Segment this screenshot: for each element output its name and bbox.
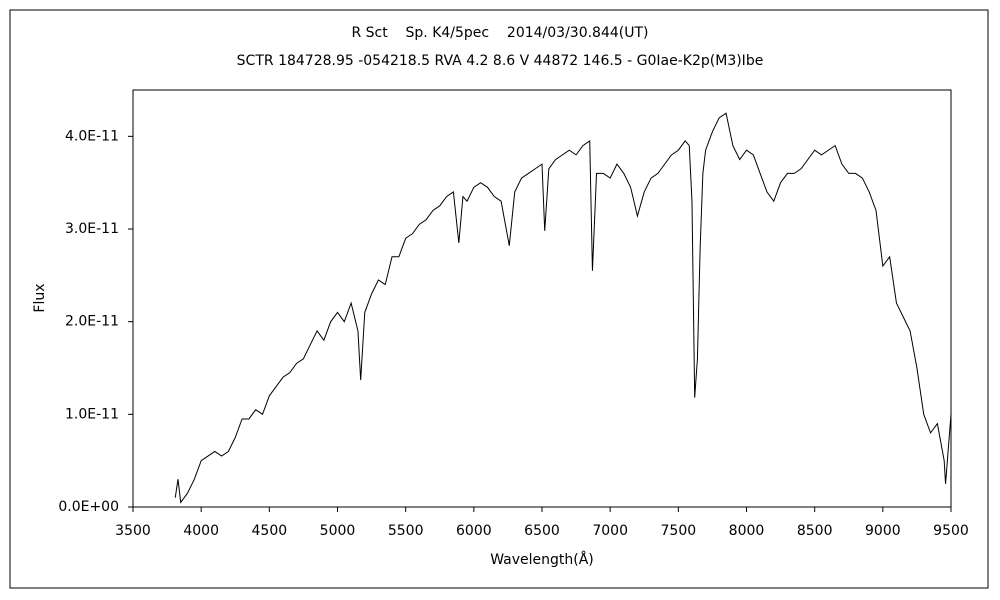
- x-tick-label: 5000: [320, 523, 356, 539]
- y-tick-label: 1.0E-11: [65, 406, 119, 422]
- x-tick-label: 4500: [252, 523, 288, 539]
- chart-subtitle: SCTR 184728.95 -054218.5 RVA 4.2 8.6 V 4…: [237, 53, 764, 69]
- y-tick-label: 3.0E-11: [65, 221, 119, 237]
- x-tick-label: 6000: [456, 523, 492, 539]
- y-axis-label: Flux: [32, 283, 48, 312]
- frame: [9, 9, 989, 589]
- y-tick-label: 0.0E+00: [58, 499, 119, 515]
- y-tick-label: 4.0E-11: [65, 128, 119, 144]
- x-tick-label: 5500: [388, 523, 424, 539]
- x-tick-label: 7500: [661, 523, 697, 539]
- spectrum-line: [174, 112, 952, 504]
- x-tick-label: 8500: [797, 523, 833, 539]
- x-tick-label: 9000: [865, 523, 901, 539]
- x-tick-label: 8000: [729, 523, 765, 539]
- x-tick-label: 9500: [933, 523, 969, 539]
- x-tick-label: 7000: [592, 523, 628, 539]
- x-tick-label: 4000: [183, 523, 219, 539]
- chart-title: R Sct Sp. K4/5pec 2014/03/30.844(UT): [351, 25, 648, 41]
- x-axis-label: Wavelength(Å): [490, 551, 594, 568]
- y-tick-label: 2.0E-11: [65, 314, 119, 330]
- x-tick-label: 6500: [524, 523, 560, 539]
- plot-area: [132, 89, 952, 508]
- x-tick-label: 3500: [115, 523, 151, 539]
